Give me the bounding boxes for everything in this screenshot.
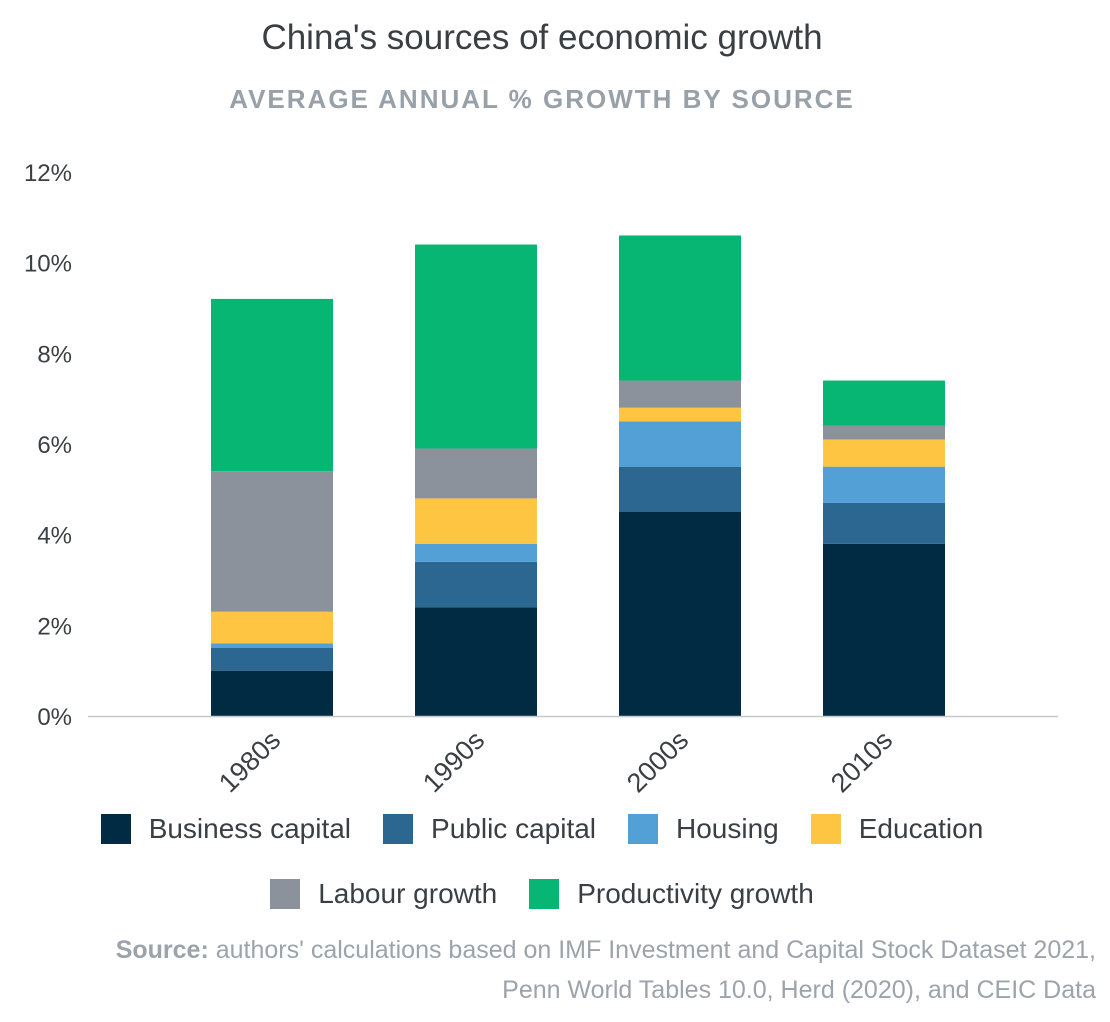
source-label: Source: — [115, 936, 209, 964]
x-tick-label: 1980s — [213, 725, 286, 798]
legend-swatch — [383, 814, 414, 844]
bar-segment-housing-1990s — [415, 543, 537, 562]
bar-segment-housing-1980s — [211, 643, 333, 648]
bar-segment-productivity-growth-1990s — [415, 244, 537, 449]
bar-segment-labour-growth-2010s — [823, 425, 945, 440]
legend-item-productivity-growth: Productivity growth — [529, 878, 814, 910]
legend-label: Productivity growth — [577, 878, 814, 909]
x-tick-label: 2010s — [825, 725, 898, 798]
bar-segment-productivity-growth-1980s — [211, 298, 333, 472]
bars — [211, 235, 945, 716]
source-line-1: authors' calculations based on IMF Inves… — [215, 936, 1096, 964]
bar-segment-business-capital-1980s — [211, 670, 333, 716]
bar-segment-business-capital-2010s — [823, 543, 945, 716]
bar-segment-public-capital-2000s — [619, 466, 741, 512]
bar-segment-labour-growth-1980s — [211, 471, 333, 612]
y-tick-label: 6% — [37, 432, 72, 459]
legend-label: Housing — [676, 813, 779, 844]
bar-segment-education-2000s — [619, 407, 741, 422]
bar-segment-productivity-growth-2000s — [619, 235, 741, 381]
bar-segment-business-capital-2000s — [619, 512, 741, 716]
x-tick-label: 1990s — [417, 725, 490, 798]
legend-item-education: Education — [810, 813, 984, 845]
bar-segment-education-1980s — [211, 611, 333, 644]
x-tick-label: 2000s — [621, 725, 694, 798]
y-tick-label: 12% — [24, 160, 72, 187]
legend-item-business-capital: Business capital — [100, 813, 352, 845]
bar-segment-labour-growth-1990s — [415, 448, 537, 499]
bar-segment-housing-2010s — [823, 466, 945, 503]
bar-segment-productivity-growth-2010s — [823, 380, 945, 426]
legend-swatch — [100, 814, 131, 844]
legend-label: Business capital — [148, 813, 352, 844]
x-axis: 1980s 1990s 2000s 2010s — [88, 715, 1058, 798]
bar-segment-public-capital-1990s — [415, 561, 537, 608]
y-tick-label: 8% — [37, 341, 72, 368]
stacked-bar-chart: 0% 2% 4% 6% 8% 10% 12% 1980s 1990s 2000s 2010s — [24, 160, 1058, 798]
legend-swatch — [270, 879, 301, 909]
y-tick-label: 10% — [24, 251, 72, 278]
bar-segment-public-capital-1980s — [211, 648, 333, 671]
y-tick-label: 2% — [37, 613, 72, 640]
legend-item-public-capital: Public capital — [383, 813, 596, 845]
bar-segment-labour-growth-2000s — [619, 380, 741, 408]
y-tick-label: 0% — [37, 704, 72, 731]
legend-label: Public capital — [431, 813, 597, 844]
source-line-2: Penn World Tables 10.0, Herd (2020), and… — [502, 976, 1096, 1004]
source-note: Source: authors' calculations based on I… — [96, 930, 1096, 1010]
legend-item-labour-growth: Labour growth — [270, 878, 497, 910]
chart-title: China's sources of economic growth — [261, 18, 823, 57]
y-tick-label: 4% — [37, 523, 72, 550]
legend: Business capital Public capital Housing Edu… — [0, 813, 1084, 845]
legend-label: Education — [858, 813, 984, 844]
legend-swatch — [810, 814, 841, 844]
legend-swatch — [529, 879, 560, 909]
bar-segment-public-capital-2010s — [823, 502, 945, 544]
y-axis: 0% 2% 4% 6% 8% 10% 12% — [24, 160, 72, 731]
bar-segment-business-capital-1990s — [415, 607, 537, 716]
chart-subtitle: AVERAGE ANNUAL % GROWTH BY SOURCE — [229, 84, 855, 114]
bar-segment-housing-2000s — [619, 421, 741, 467]
legend-swatch — [628, 814, 659, 844]
bar-segment-education-1990s — [415, 498, 537, 544]
legend-label: Labour growth — [318, 878, 498, 909]
legend-item-housing: Housing — [628, 813, 779, 845]
bar-segment-education-2010s — [823, 439, 945, 467]
legend: Labour growth Productivity growth — [0, 878, 1084, 910]
